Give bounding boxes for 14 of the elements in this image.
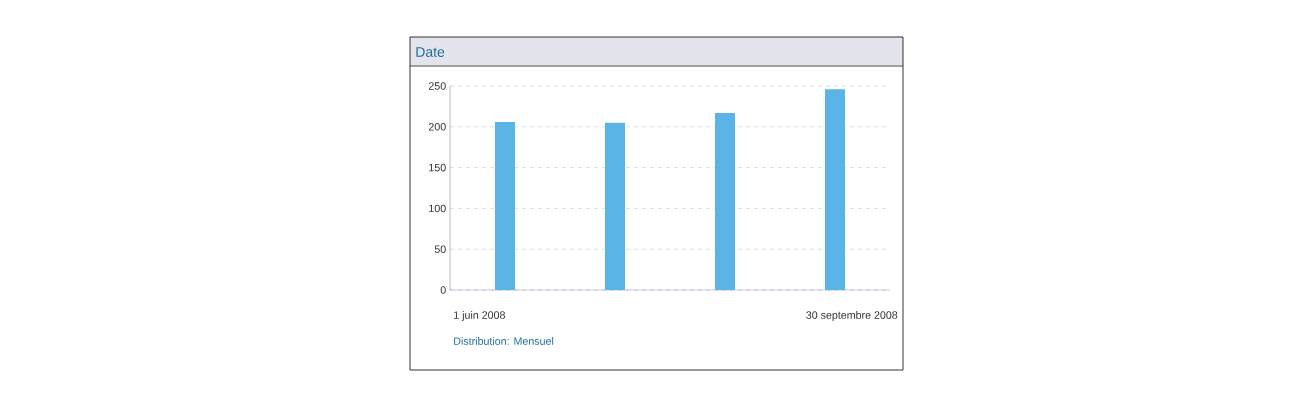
- bar: [605, 122, 625, 290]
- text: 30 septembre 2008: [806, 311, 898, 321]
- text: 1 juin 2008: [454, 311, 505, 321]
- y-tick-label: 250: [428, 82, 446, 90]
- y-tick-label: 50: [434, 245, 446, 253]
- bar: [825, 89, 846, 290]
- y-tick-label: 0: [440, 286, 446, 294]
- text: Distribution: Mensuel: [454, 337, 554, 345]
- chart-title: Date: [416, 47, 445, 57]
- bar: [495, 121, 516, 290]
- y-tick-label: 150: [429, 163, 446, 172]
- y-tick-label: 100: [429, 204, 446, 213]
- bar: [715, 112, 735, 290]
- y-tick-label: 200: [428, 123, 446, 131]
